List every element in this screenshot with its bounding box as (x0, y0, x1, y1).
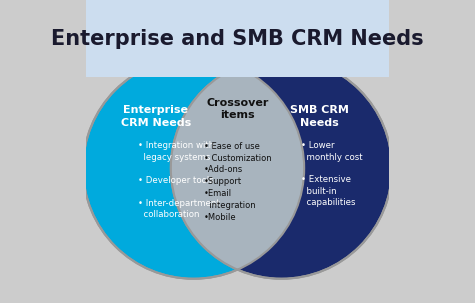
Text: Enterprise
CRM Needs: Enterprise CRM Needs (121, 105, 191, 128)
Circle shape (171, 58, 392, 279)
FancyBboxPatch shape (86, 0, 389, 78)
Text: • Lower
  monthly cost

• Extensive
  built-in
  capabilities: • Lower monthly cost • Extensive built-i… (301, 141, 363, 207)
Text: • Ease of use
• Customization
•Add-ons
•Support
•Email
  integration
•Mobile: • Ease of use • Customization •Add-ons •… (204, 142, 271, 222)
Text: SMB CRM
Needs: SMB CRM Needs (290, 105, 349, 128)
Circle shape (83, 58, 304, 279)
Text: Enterprise and SMB CRM Needs: Enterprise and SMB CRM Needs (51, 29, 424, 49)
Text: Crossover
items: Crossover items (206, 98, 269, 120)
Text: • Integration with
  legacy systems

• Developer tools

• Inter-department
  col: • Integration with legacy systems • Deve… (137, 142, 219, 219)
Circle shape (83, 58, 304, 279)
